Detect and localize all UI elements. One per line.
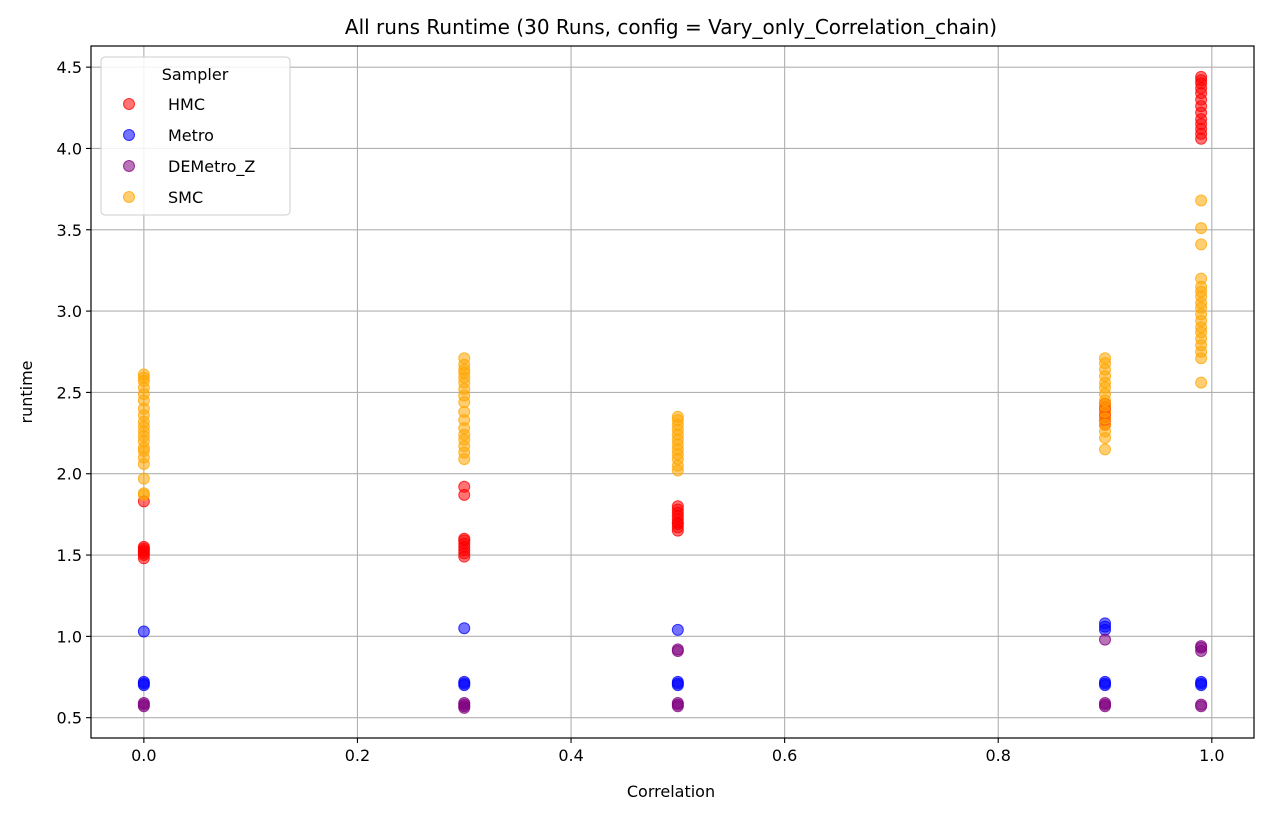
data-point (671, 675, 684, 688)
y-tick-label: 2.5 (57, 383, 82, 402)
series-hmc (137, 70, 1208, 565)
legend-title: Sampler (162, 65, 229, 84)
legend-label: SMC (168, 188, 203, 207)
data-point (458, 352, 471, 365)
y-tick-label: 1.0 (57, 627, 82, 646)
data-point (1099, 697, 1112, 710)
legend-items: HMC Metro DEMetro_Z SMC (123, 95, 255, 207)
x-axis-ticks: 0.0 0.2 0.4 0.6 0.8 1.0 (131, 738, 1225, 765)
x-tick-label: 0.4 (558, 746, 583, 765)
data-point (458, 622, 471, 635)
data-point (671, 410, 684, 423)
legend-marker (123, 98, 135, 110)
y-axis-label: runtime (17, 360, 36, 423)
x-tick-label: 0.8 (985, 746, 1010, 765)
legend-box (100, 56, 291, 216)
data-point (671, 697, 684, 710)
data-point (1195, 376, 1208, 389)
data-point (1195, 238, 1208, 251)
data-point (137, 625, 150, 638)
grid-lines (91, 46, 1254, 738)
data-point (1099, 633, 1112, 646)
data-point (137, 472, 150, 485)
legend-label: HMC (168, 95, 205, 114)
data-points (137, 70, 1208, 714)
data-point (137, 697, 150, 710)
y-tick-label: 3.0 (57, 302, 82, 321)
legend-item: HMC (123, 95, 205, 114)
data-point (1099, 352, 1112, 365)
data-point (137, 368, 150, 381)
y-tick-label: 1.5 (57, 546, 82, 565)
legend-item: Metro (123, 126, 214, 145)
data-point (1195, 675, 1208, 688)
legend-item: SMC (123, 188, 203, 207)
legend-marker (123, 129, 135, 141)
data-point (137, 540, 150, 553)
data-point (1195, 272, 1208, 285)
data-point (1195, 194, 1208, 207)
data-point (458, 480, 471, 493)
x-tick-label: 0.6 (772, 746, 797, 765)
data-point (137, 675, 150, 688)
x-tick-label: 0.0 (131, 746, 156, 765)
legend-item: DEMetro_Z (123, 157, 255, 177)
series-demetro-z (137, 633, 1208, 714)
data-point (671, 500, 684, 513)
legend-label: DEMetro_Z (168, 157, 255, 177)
data-point (671, 623, 684, 636)
data-point (137, 487, 150, 500)
data-point (671, 643, 684, 656)
legend: Sampler HMC Metro DEMetro_Z SMC (100, 56, 291, 216)
data-point (1099, 617, 1112, 630)
data-point (458, 697, 471, 710)
y-tick-label: 4.5 (57, 58, 82, 77)
x-tick-label: 1.0 (1199, 746, 1224, 765)
data-point (1195, 222, 1208, 235)
legend-label: Metro (168, 126, 214, 145)
y-tick-label: 0.5 (57, 709, 82, 728)
data-point (1099, 675, 1112, 688)
x-tick-label: 0.2 (345, 746, 370, 765)
y-tick-label: 3.5 (57, 221, 82, 240)
y-tick-label: 4.0 (57, 139, 82, 158)
data-point (1195, 698, 1208, 711)
data-point (1195, 70, 1208, 83)
data-point (1195, 640, 1208, 653)
x-axis-label: Correlation (627, 782, 715, 801)
legend-marker (123, 160, 135, 172)
chart-title: All runs Runtime (30 Runs, config = Vary… (345, 15, 997, 39)
series-metro (137, 617, 1208, 692)
data-point (458, 532, 471, 545)
y-tick-label: 2.0 (57, 465, 82, 484)
series-smc (137, 194, 1208, 501)
y-axis-ticks: 0.5 1.0 1.5 2.0 2.5 3.0 3.5 4.0 4.5 (57, 58, 91, 728)
data-point (458, 675, 471, 688)
data-point (1099, 443, 1112, 456)
legend-marker (123, 191, 135, 203)
